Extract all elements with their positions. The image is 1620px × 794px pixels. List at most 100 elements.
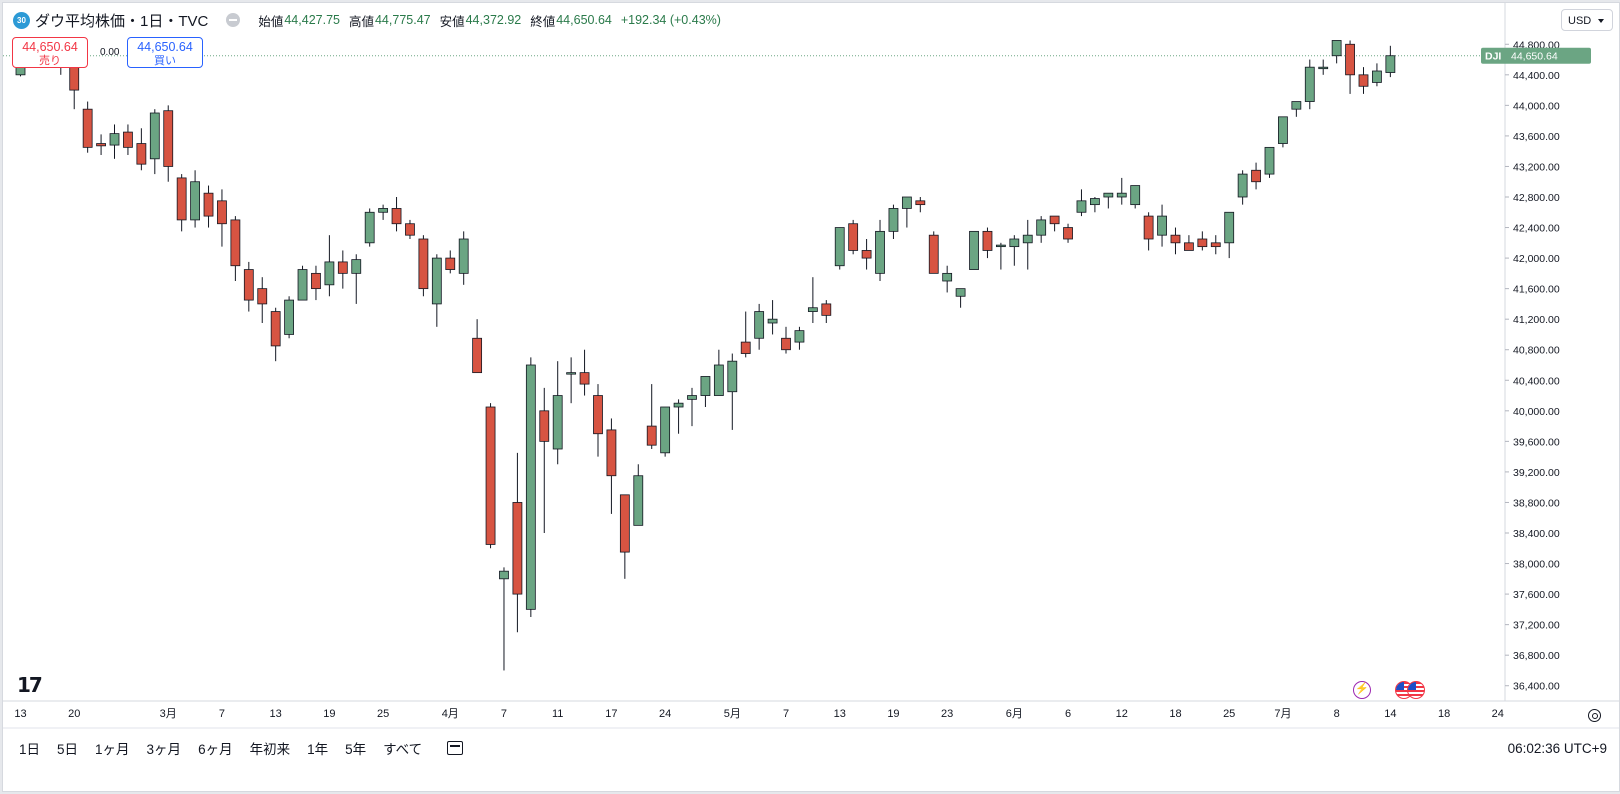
candle-body xyxy=(767,318,778,324)
clock-display[interactable]: 06:02:36 UTC+9 xyxy=(1507,741,1607,756)
candle-body xyxy=(1345,43,1355,76)
candle-body xyxy=(928,234,939,274)
candle-body xyxy=(633,475,644,526)
x-axis-tick-label: 6 xyxy=(1065,708,1071,720)
candle-body xyxy=(82,108,93,148)
x-axis-tick-label: 19 xyxy=(887,708,899,720)
y-axis-tick-label: 40,000.00 xyxy=(1513,406,1560,418)
range-all-button[interactable]: すべて xyxy=(383,742,423,757)
candle-body xyxy=(807,307,818,312)
candle-body xyxy=(217,200,227,225)
y-axis-tick-label: 37,200.00 xyxy=(1513,620,1560,632)
range-3m-button[interactable]: 3ヶ月 xyxy=(146,742,182,757)
y-axis-tick-label: 36,800.00 xyxy=(1513,650,1560,662)
candle-body xyxy=(149,112,160,160)
spread-value: 0.00 xyxy=(100,47,120,58)
candle-body xyxy=(740,341,751,354)
gear-icon[interactable] xyxy=(1588,709,1601,722)
range-5y-button[interactable]: 5年 xyxy=(345,742,367,757)
candle-body xyxy=(1157,215,1167,236)
x-axis-tick-label: 24 xyxy=(659,708,671,720)
range-ytd-button[interactable]: 年初来 xyxy=(249,742,291,757)
candle-body xyxy=(1331,40,1342,57)
candle-body xyxy=(593,395,603,435)
ohlc-high-value: 44,775.47 xyxy=(374,13,431,27)
candle-body xyxy=(431,257,442,305)
candle-body xyxy=(190,181,200,221)
candle-body xyxy=(445,257,456,270)
candle-body xyxy=(646,425,657,446)
y-axis-tick-label: 40,400.00 xyxy=(1513,375,1560,387)
candle-body xyxy=(579,372,590,385)
x-axis-tick-label: 18 xyxy=(1169,708,1181,720)
candle-body xyxy=(230,219,241,267)
x-axis-tick-label: 7 xyxy=(501,708,507,720)
candle-body xyxy=(1278,116,1288,144)
candle-body xyxy=(995,244,1006,248)
x-axis-tick-label: 8 xyxy=(1334,708,1340,720)
range-5d-button[interactable]: 5日 xyxy=(57,742,79,757)
y-axis-tick-label: 44,400.00 xyxy=(1513,70,1560,82)
y-axis-tick-label: 40,800.00 xyxy=(1513,345,1560,357)
buy-button[interactable]: 44,650.64 買い xyxy=(127,37,203,68)
lightning-icon[interactable]: ⚡ xyxy=(1353,681,1371,699)
candle-body xyxy=(109,133,120,146)
candle-body xyxy=(982,230,993,251)
y-axis-tick-label: 42,400.00 xyxy=(1513,223,1560,235)
y-axis-tick-label: 38,400.00 xyxy=(1513,528,1560,540)
candle-body xyxy=(606,429,617,477)
candle-body xyxy=(1264,146,1275,175)
candle-body xyxy=(243,269,254,301)
sell-price: 44,650.64 xyxy=(22,40,78,54)
candle-body xyxy=(324,261,335,286)
candle-body xyxy=(1184,242,1194,251)
candle-body xyxy=(1009,238,1020,248)
sell-button[interactable]: 44,650.64 売り xyxy=(12,37,88,68)
currency-selector[interactable]: USD xyxy=(1561,9,1613,31)
y-axis-tick-label: 37,600.00 xyxy=(1513,589,1560,601)
x-axis-tick-label: 25 xyxy=(377,708,389,720)
candles-group xyxy=(15,40,1396,671)
tradingview-logo-icon[interactable]: 17 xyxy=(17,673,43,697)
x-axis-tick-label: 11 xyxy=(552,708,563,720)
candle-body xyxy=(566,372,577,375)
calendar-range-icon[interactable] xyxy=(447,741,464,755)
candle-body xyxy=(1076,200,1087,213)
sell-label: 売り xyxy=(39,55,61,67)
candle-body xyxy=(821,303,832,316)
ohlc-high-label: 高値 xyxy=(348,14,374,29)
candle-body xyxy=(297,269,308,301)
x-axis-tick-label: 25 xyxy=(1223,708,1235,720)
candle-body xyxy=(834,227,845,267)
x-axis-tick-label: 7月 xyxy=(1274,708,1291,720)
y-axis-tick-label: 41,600.00 xyxy=(1513,284,1560,296)
symbol-title[interactable]: ダウ平均株価・1日・TVC xyxy=(35,12,209,30)
candle-body xyxy=(552,395,563,450)
candle-body xyxy=(1063,227,1073,240)
candle-body xyxy=(203,192,214,217)
candle-body xyxy=(1103,192,1114,198)
candle-body xyxy=(1116,192,1127,198)
candle-body xyxy=(781,337,791,351)
candle-body xyxy=(1143,215,1154,240)
x-axis-tick-label: 24 xyxy=(1492,708,1504,720)
candle-body xyxy=(1304,66,1315,102)
candle-body xyxy=(351,259,362,274)
x-axis-tick-label: 14 xyxy=(1384,708,1396,720)
y-axis-tick-label: 41,200.00 xyxy=(1513,314,1560,326)
range-1m-button[interactable]: 1ヶ月 xyxy=(95,742,130,757)
candle-body xyxy=(700,376,711,396)
us-flag-icon[interactable] xyxy=(1407,681,1425,699)
candlestick-chart[interactable]: 44,800.0044,400.0044,000.0043,600.0043,2… xyxy=(3,3,1619,791)
range-1y-button[interactable]: 1年 xyxy=(307,742,329,757)
candle-body xyxy=(1036,219,1047,236)
range-1d-button[interactable]: 1日 xyxy=(19,742,41,757)
hide-legend-icon[interactable] xyxy=(226,13,241,27)
y-axis-tick-label: 36,400.00 xyxy=(1513,681,1560,693)
candle-body xyxy=(794,330,805,343)
candle-body xyxy=(861,250,872,259)
range-6m-button[interactable]: 6ヶ月 xyxy=(198,742,233,757)
chart-legend: 30 ダウ平均株価・1日・TVC 始値 44,427.75 高値 44,775.47… xyxy=(13,10,727,30)
x-axis-tick-label: 20 xyxy=(68,708,80,720)
